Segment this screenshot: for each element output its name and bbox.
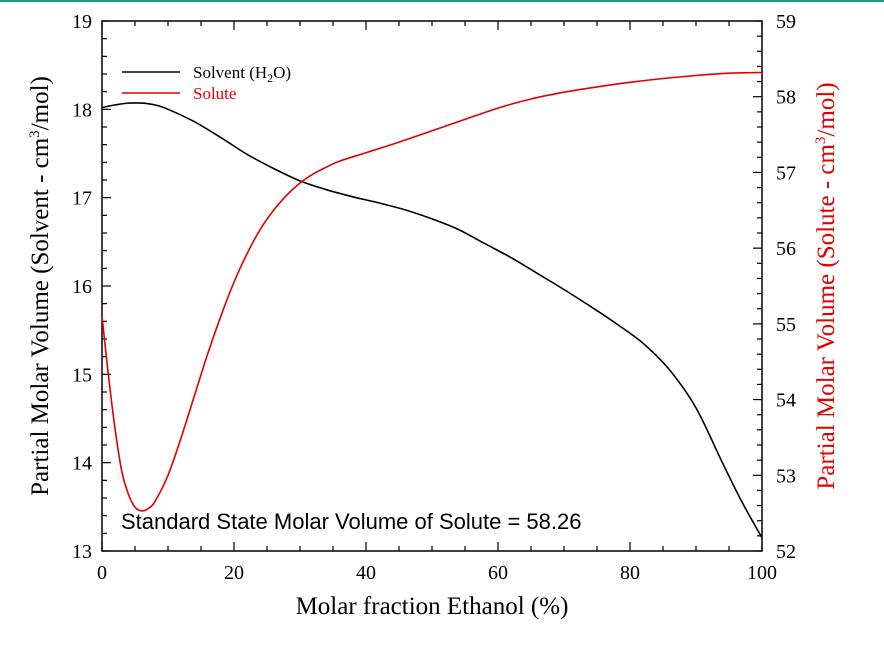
y-left-tick-label: 19 (72, 11, 92, 33)
y-left-tick-label: 15 (72, 364, 92, 386)
y-right-tick-label: 52 (776, 541, 796, 563)
legend-label-solute: Solute (193, 84, 236, 103)
y-left-tick-labels: 13 14 15 16 17 18 19 (72, 11, 92, 563)
x-tick-labels: 0 20 40 60 80 100 (97, 562, 777, 584)
y-left-tick-label: 17 (72, 188, 92, 210)
x-axis-title: Molar fraction Ethanol (%) (296, 593, 569, 620)
series-line-solute (101, 71, 763, 512)
x-tick-label: 80 (620, 562, 640, 584)
y-right-tick-label: 53 (776, 465, 796, 487)
y-right-tick-label: 57 (776, 162, 796, 184)
top-border-line (0, 0, 884, 2)
chart-annotation: Standard State Molar Volume of Solute = … (121, 509, 581, 534)
x-tick-label: 100 (747, 562, 777, 584)
legend-label-solvent: Solvent (H2O) (193, 63, 291, 85)
y-right-axis-title: Partial Molar Volume (Solute - cm3/mol) (813, 82, 840, 489)
y-left-axis-title: Partial Molar Volume (Solvent - cm3/mol) (27, 76, 54, 496)
y-left-tick-label: 16 (72, 276, 92, 298)
axis-ticks (101, 20, 763, 552)
x-tick-label: 40 (356, 562, 376, 584)
y-right-tick-label: 56 (776, 238, 796, 260)
x-tick-label: 60 (488, 562, 508, 584)
x-tick-label: 20 (224, 562, 244, 584)
legend: Solvent (H2O) Solute (122, 63, 291, 103)
x-tick-label: 0 (97, 562, 107, 584)
y-right-tick-label: 59 (776, 11, 796, 33)
series-line-solvent (101, 102, 763, 539)
y-right-tick-labels: 52 53 54 55 56 57 58 59 (776, 11, 796, 563)
y-right-tick-label: 58 (776, 87, 796, 109)
y-left-tick-label: 14 (72, 453, 92, 475)
y-right-tick-label: 55 (776, 314, 796, 336)
y-left-tick-label: 13 (72, 541, 92, 563)
y-right-tick-label: 54 (776, 390, 796, 412)
series-layer (101, 71, 763, 539)
y-left-tick-label: 18 (72, 99, 92, 121)
